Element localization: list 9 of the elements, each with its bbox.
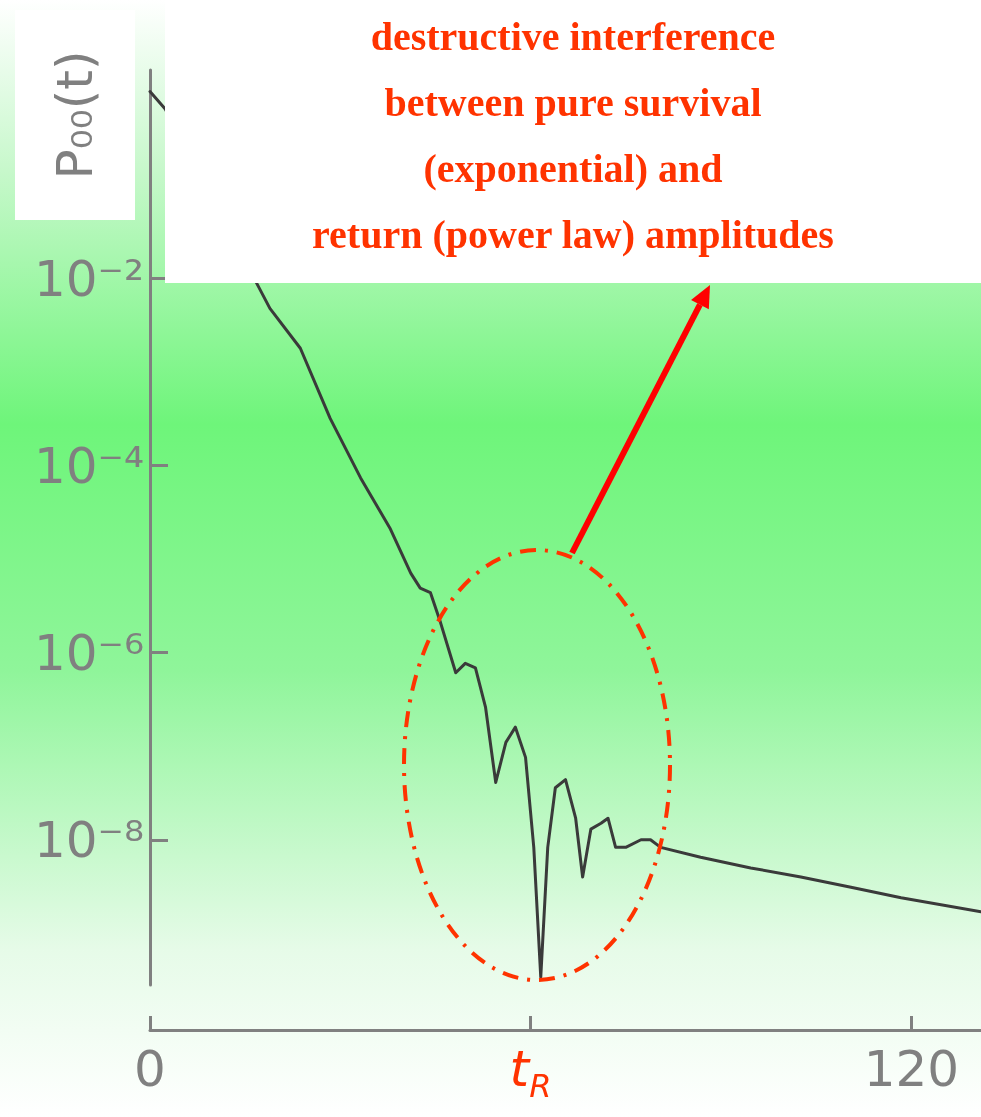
x-tick-label: t$_{R}$ (509, 1040, 552, 1105)
x-tick-label: 120 (863, 1040, 960, 1098)
y-tick-label: 10⁻⁶ (33, 623, 144, 682)
y-tick-label: 10⁻⁴ (33, 436, 144, 495)
y-axis-title: P₀₀(t) (46, 50, 104, 180)
y-tick-label: 10⁻² (33, 249, 144, 308)
label-box: P₀₀(t) (15, 10, 135, 220)
x-tick-label: 0 (134, 1040, 166, 1098)
y-tick-label: 10⁻⁸ (33, 810, 144, 869)
